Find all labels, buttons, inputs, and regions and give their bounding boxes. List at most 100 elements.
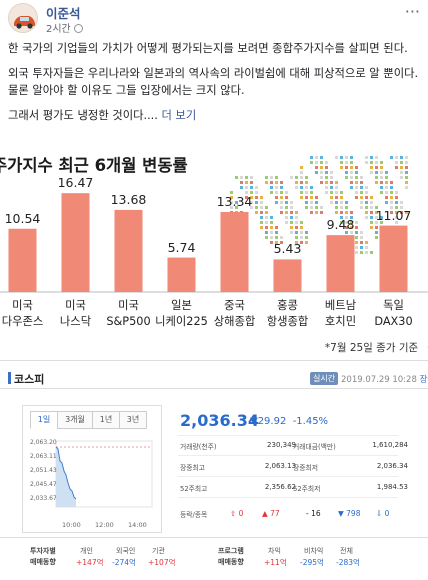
map-dot (350, 231, 353, 234)
map-dot (335, 191, 338, 194)
post-time-label: 2시간 (46, 24, 71, 35)
updown-count: ▲ 77 (262, 509, 280, 518)
map-dot (360, 246, 363, 249)
map-dot (300, 176, 303, 179)
map-dot (270, 191, 273, 194)
map-dot (345, 211, 348, 214)
map-dot (345, 231, 348, 234)
x-tick-label: 14:00 (128, 521, 147, 529)
globe-icon (73, 24, 83, 33)
map-dot (365, 186, 368, 189)
map-dot (350, 161, 353, 164)
map-dot (355, 196, 358, 199)
map-dot (370, 156, 373, 159)
map-dot (320, 156, 323, 159)
chart-footnote: *7월 25일 종가 기준 〈 (324, 342, 428, 354)
kospi-widget[interactable]: 코스피 실시간 2019.07.29 10:28 장중 1일 3개월 1년 3년… (0, 360, 428, 580)
flow-item-name: 비차익 (304, 547, 324, 555)
map-dot (360, 241, 363, 244)
map-dot (375, 231, 378, 234)
bar-group (8, 193, 408, 292)
map-dot (370, 226, 373, 229)
map-dot (355, 181, 358, 184)
map-dot (230, 206, 233, 209)
author-name[interactable]: 이준석 (46, 6, 81, 21)
ellipsis-icon[interactable]: ··· (404, 2, 420, 21)
map-dot (275, 241, 278, 244)
map-dot (245, 181, 248, 184)
bar (114, 209, 143, 292)
see-more-link[interactable]: 더 보기 (161, 109, 197, 122)
map-dot (340, 201, 343, 204)
map-dot (300, 221, 303, 224)
map-dot (315, 166, 318, 169)
map-dot (295, 226, 298, 229)
datetime-text: 2019.07.29 10:28 (341, 375, 417, 385)
map-dot (235, 176, 238, 179)
map-dot (375, 221, 378, 224)
map-dot (295, 216, 298, 219)
map-dot (320, 211, 323, 214)
map-dot (285, 191, 288, 194)
stat-label: 52주최고 (180, 485, 208, 493)
map-dot (375, 216, 378, 219)
flow-item-value: +11억 (264, 558, 287, 567)
bar-value-label: 13.68 (110, 191, 147, 207)
map-dot (400, 206, 403, 209)
map-dot (255, 211, 258, 214)
map-dot (300, 171, 303, 174)
map-dot (305, 181, 308, 184)
map-dot (395, 166, 398, 169)
map-dot (360, 231, 363, 234)
map-dot (270, 186, 273, 189)
map-dot (340, 166, 343, 169)
map-dot (350, 171, 353, 174)
map-dot (270, 181, 273, 184)
map-dot (290, 226, 293, 229)
map-dot (260, 201, 263, 204)
map-dot (325, 181, 328, 184)
map-dot (350, 166, 353, 169)
avatar[interactable] (8, 3, 38, 33)
map-dot (260, 221, 263, 224)
stat-label: 장중최고 (180, 464, 206, 472)
flow-item-name: 전체 (340, 547, 353, 555)
post-paragraph: 한 국가의 기업들의 가치가 어떻게 평가되는지를 보려면 종합주가지수를 살피… (8, 42, 408, 55)
map-dot (285, 221, 288, 224)
map-dot (390, 206, 393, 209)
map-dot (250, 186, 253, 189)
map-dot (340, 206, 343, 209)
map-dot (250, 181, 253, 184)
map-dot (360, 181, 363, 184)
map-dot (405, 166, 408, 169)
map-dot (315, 156, 318, 159)
index-change-chart[interactable]: 주가지수 최근 6개월 변동률 10.54 16.47 13.68 5.74 13.34… (0, 146, 428, 358)
index-name[interactable]: 코스피 (14, 373, 45, 386)
category-line: 일본 (171, 299, 192, 312)
map-dot (365, 251, 368, 254)
category-line: 항생종합 (266, 315, 309, 328)
map-dot (395, 161, 398, 164)
post-time[interactable]: 2시간 (46, 20, 83, 35)
map-dot (250, 191, 253, 194)
map-dot (230, 196, 233, 199)
map-dot (385, 186, 388, 189)
flow-section-label: 매매동향 (218, 558, 244, 566)
map-dot (280, 211, 283, 214)
tab-3y[interactable]: 3년 (119, 411, 147, 429)
x-tick-label: 10:00 (62, 521, 81, 529)
map-dot (265, 226, 268, 229)
flow-item-name: 기관 (152, 547, 165, 555)
trading-flow: 투자자별 매매동향 개인 +147억 외국인 -274억 기관 +107억 프로그램 매매동향 차… (0, 537, 428, 580)
map-dot (280, 201, 283, 204)
bar-category-label: 베트남 호치민 (311, 298, 371, 330)
map-dot (400, 211, 403, 214)
bar-category-label: 미국 다우존스 (0, 298, 53, 330)
map-dot (325, 161, 328, 164)
map-dot (245, 186, 248, 189)
map-dot (295, 181, 298, 184)
map-dot (315, 171, 318, 174)
map-dot (340, 221, 343, 224)
map-dot (345, 221, 348, 224)
map-dot (405, 186, 408, 189)
